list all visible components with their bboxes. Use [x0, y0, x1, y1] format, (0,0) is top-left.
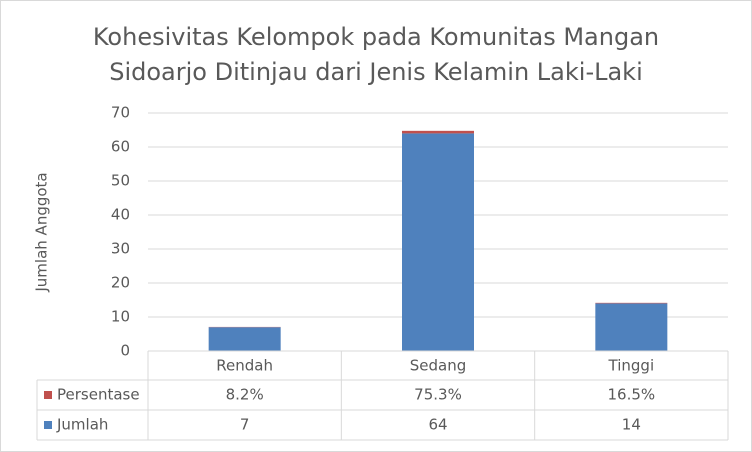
table-value: 8.2%	[226, 386, 264, 404]
legend-key	[44, 421, 52, 429]
chart-title: Kohesivitas Kelompok pada Komunitas Mang…	[93, 23, 659, 51]
table-value: 14	[622, 416, 641, 434]
y-tick-label: 10	[111, 308, 130, 326]
y-tick-label: 40	[111, 206, 130, 224]
x-tick-label: Rendah	[216, 357, 273, 375]
table-value: 7	[240, 416, 250, 434]
y-tick-label: 20	[111, 274, 130, 292]
x-tick-label: Tinggi	[608, 357, 655, 375]
table-value: 16.5%	[608, 386, 656, 404]
bar-segment	[402, 130, 474, 134]
y-axis-label: Jumlah Anggota	[33, 172, 51, 292]
legend-key	[44, 391, 52, 399]
y-tick-label: 30	[111, 240, 130, 258]
x-tick-label: Sedang	[410, 357, 467, 375]
chart-title: Sidoarjo Ditinjau dari Jenis Kelamin Lak…	[109, 58, 643, 86]
table-value: 64	[428, 416, 447, 434]
y-tick-label: 0	[120, 342, 130, 360]
legend-label: Persentase	[57, 386, 140, 404]
y-tick-label: 50	[111, 172, 130, 190]
table-value: 75.3%	[414, 386, 462, 404]
bar-segment	[595, 302, 668, 304]
legend-label: Jumlah	[56, 416, 108, 434]
y-tick-label: 60	[111, 138, 130, 156]
bar-segment	[208, 327, 281, 351]
y-tick-label: 70	[111, 104, 130, 122]
bar-segment	[402, 133, 474, 351]
bar-segment	[595, 303, 668, 351]
